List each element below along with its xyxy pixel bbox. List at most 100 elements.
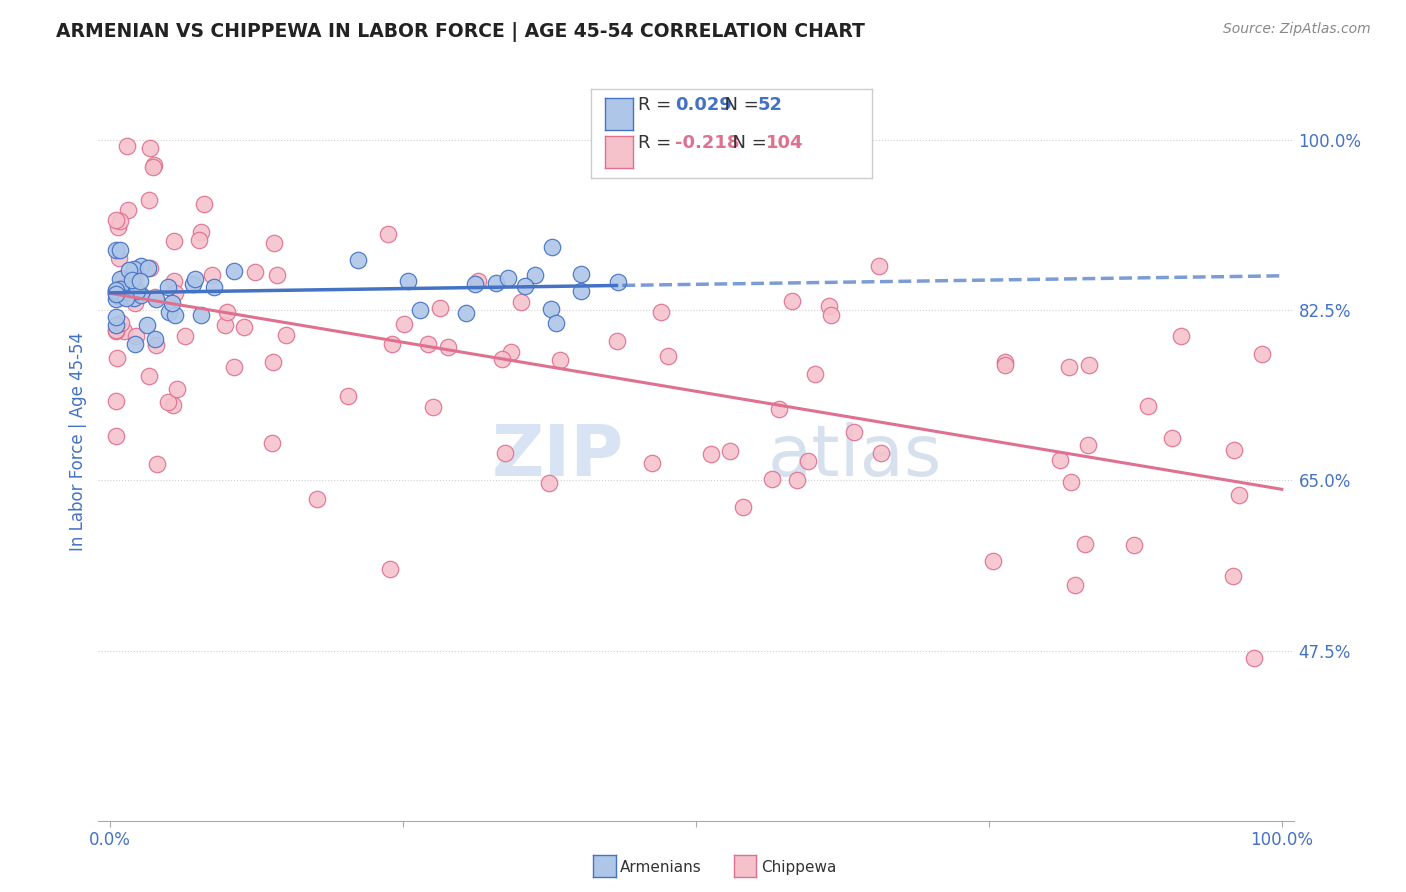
Point xyxy=(138,193,160,207)
Point xyxy=(657,349,679,363)
Point xyxy=(569,284,592,298)
Point xyxy=(166,382,188,396)
Point xyxy=(499,344,522,359)
Point xyxy=(1057,360,1080,375)
Point xyxy=(105,318,128,332)
Point xyxy=(118,262,141,277)
Point xyxy=(467,274,489,288)
Point xyxy=(163,286,186,301)
Text: 104: 104 xyxy=(766,134,804,152)
Text: atlas: atlas xyxy=(768,422,942,491)
Point xyxy=(869,446,891,460)
Point xyxy=(263,235,285,250)
Point xyxy=(187,233,209,247)
Point xyxy=(606,275,628,289)
Point xyxy=(145,332,167,346)
Point xyxy=(429,301,451,315)
Point xyxy=(1227,488,1250,502)
Point xyxy=(110,213,132,227)
Point xyxy=(162,398,184,412)
Point xyxy=(337,389,360,403)
Point xyxy=(145,337,167,351)
Point xyxy=(1074,537,1097,551)
Point xyxy=(105,310,128,324)
Point xyxy=(274,328,297,343)
Point xyxy=(105,323,128,337)
Point xyxy=(842,425,865,439)
Text: Armenians: Armenians xyxy=(620,861,702,875)
Point xyxy=(422,400,444,414)
Point xyxy=(569,267,592,281)
Point xyxy=(513,279,536,293)
Point xyxy=(994,354,1017,368)
Point xyxy=(112,325,135,339)
Point xyxy=(145,292,167,306)
Point xyxy=(606,334,628,348)
Point xyxy=(718,443,741,458)
Point xyxy=(165,309,187,323)
Point xyxy=(215,304,238,318)
Point xyxy=(138,368,160,383)
Point xyxy=(1170,329,1192,343)
Point xyxy=(233,320,256,334)
Point xyxy=(260,435,283,450)
Point xyxy=(803,367,825,381)
Point xyxy=(131,287,153,301)
Point xyxy=(143,290,166,304)
Point xyxy=(1122,537,1144,551)
Point xyxy=(157,305,180,319)
Point xyxy=(245,265,267,279)
Point xyxy=(222,264,245,278)
Point xyxy=(163,274,186,288)
Text: R =: R = xyxy=(638,134,678,152)
Point xyxy=(163,234,186,248)
Point xyxy=(110,244,132,258)
Point xyxy=(494,446,516,460)
Point xyxy=(121,273,143,287)
Point xyxy=(464,277,486,291)
Point xyxy=(396,274,419,288)
Point xyxy=(105,351,128,366)
Point xyxy=(485,276,508,290)
Point xyxy=(125,284,148,298)
Point xyxy=(868,259,890,273)
Point xyxy=(105,394,128,409)
Point xyxy=(381,337,404,351)
Point xyxy=(1063,578,1085,592)
Point xyxy=(114,280,136,294)
Point xyxy=(181,277,204,292)
Point xyxy=(105,429,128,443)
Point xyxy=(184,271,207,285)
Point xyxy=(105,292,128,306)
Point xyxy=(796,454,818,468)
Point xyxy=(224,359,246,374)
Point xyxy=(193,197,215,211)
Point xyxy=(136,261,159,276)
Point xyxy=(1243,651,1265,665)
Point xyxy=(761,472,783,486)
Point xyxy=(110,290,132,304)
Point xyxy=(105,244,128,258)
Point xyxy=(139,260,162,275)
Text: Source: ZipAtlas.com: Source: ZipAtlas.com xyxy=(1223,22,1371,37)
Point xyxy=(786,474,808,488)
Point xyxy=(110,271,132,285)
Point xyxy=(110,316,132,330)
Text: -0.218: -0.218 xyxy=(675,134,740,152)
Point xyxy=(115,139,138,153)
Point xyxy=(1222,569,1244,583)
Point xyxy=(112,271,135,285)
Point xyxy=(124,337,146,351)
Point xyxy=(128,274,150,288)
Point xyxy=(820,309,842,323)
Point xyxy=(138,141,160,155)
Point xyxy=(491,351,513,366)
Text: R =: R = xyxy=(638,96,678,114)
Point xyxy=(510,295,533,310)
Text: 0.029: 0.029 xyxy=(675,96,731,114)
Point xyxy=(105,286,128,301)
Point xyxy=(124,295,146,310)
Point xyxy=(105,324,128,338)
Point xyxy=(1222,442,1244,457)
Point xyxy=(190,308,212,322)
